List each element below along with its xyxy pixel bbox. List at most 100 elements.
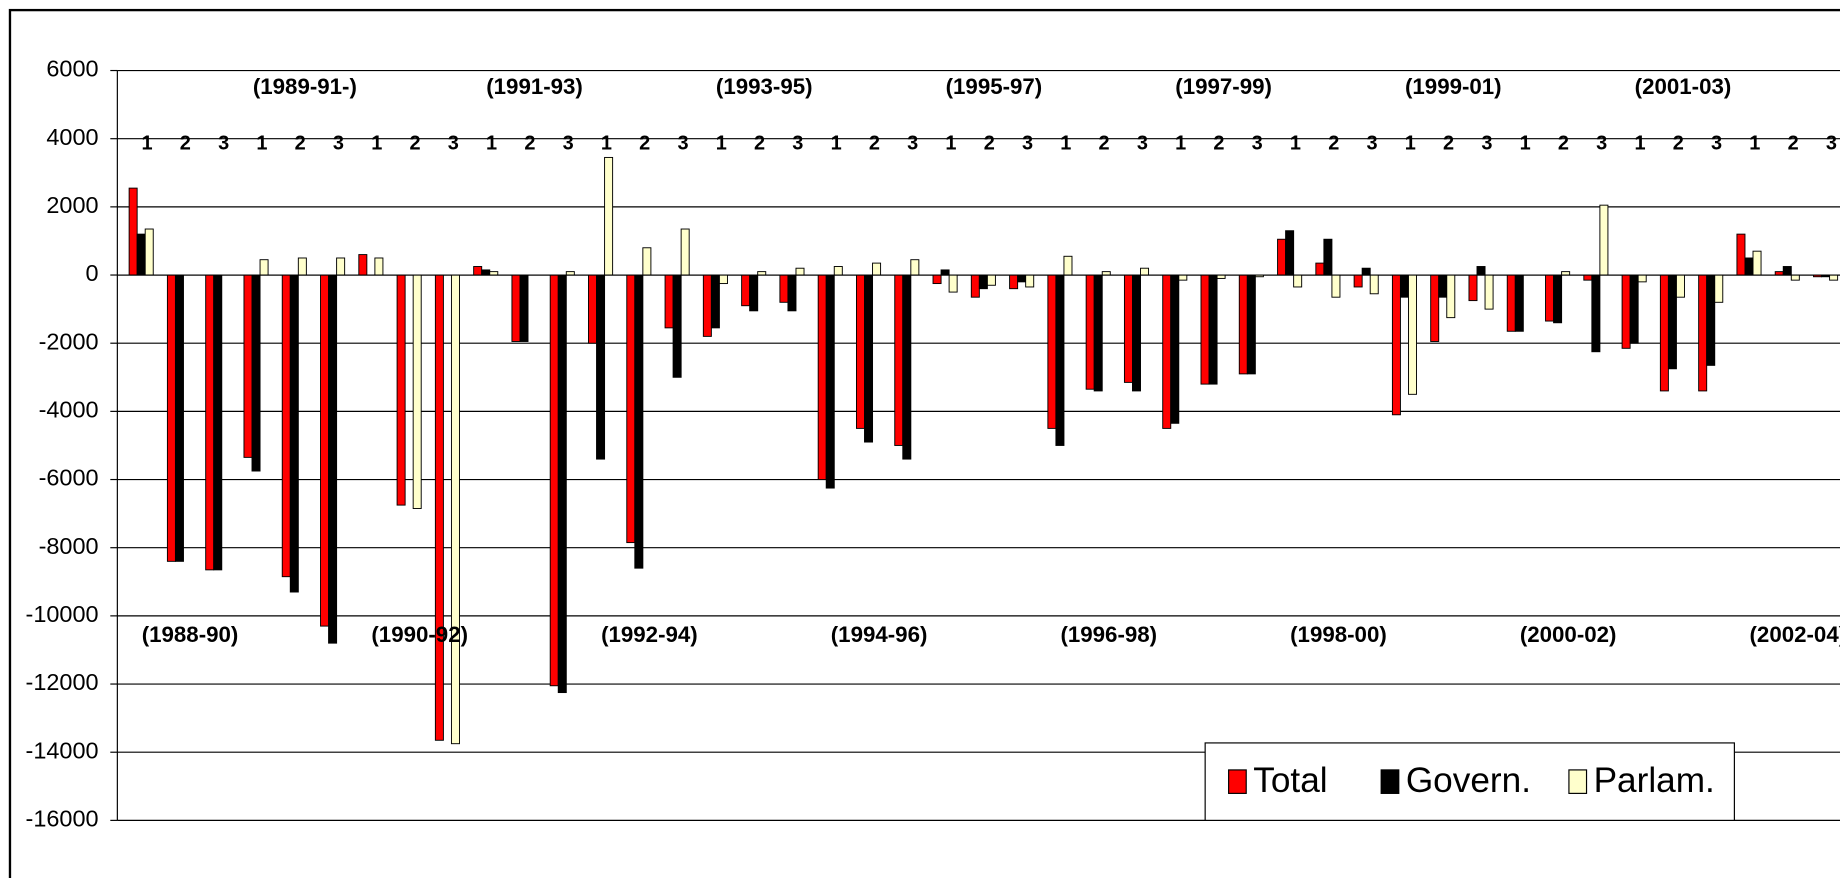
bar [549, 274, 559, 687]
legend: Total Govern. Parlam. [1204, 742, 1735, 821]
bar [902, 274, 912, 460]
period-label: (1994-96) [831, 622, 928, 647]
x-tick-label: 2 [1788, 133, 1799, 155]
y-tick-label: -8000 [39, 533, 99, 559]
bar [817, 274, 827, 481]
bar [642, 247, 652, 276]
y-tick-label: -16000 [26, 806, 99, 832]
y-tick-label: 0 [86, 260, 99, 286]
bar [1782, 266, 1792, 276]
bar [320, 274, 330, 627]
bar [1599, 204, 1609, 276]
bar [1667, 274, 1677, 370]
bar [396, 274, 406, 506]
bar [1468, 274, 1478, 302]
x-tick-label: 1 [1060, 133, 1071, 155]
bar [1369, 274, 1379, 295]
y-tick-label: 4000 [46, 124, 98, 150]
bar [374, 257, 384, 276]
bar [1132, 274, 1141, 392]
bar [1285, 230, 1295, 276]
bar [1659, 274, 1669, 392]
period-label: (1993-95) [716, 74, 813, 99]
bar [1637, 274, 1647, 283]
bar [281, 274, 291, 578]
bar [596, 274, 606, 460]
bar [779, 274, 789, 303]
period-label: (1989-91-) [253, 74, 357, 99]
x-tick-label: 3 [677, 133, 688, 155]
bar [128, 187, 138, 276]
bar [1162, 274, 1172, 429]
y-tick-label: -10000 [26, 601, 99, 627]
bar [1277, 238, 1287, 276]
x-tick-label: 3 [1137, 133, 1148, 155]
x-tick-label: 1 [1290, 133, 1301, 155]
bar [1017, 274, 1027, 283]
bar [588, 274, 598, 344]
x-tick-label: 1 [371, 133, 382, 155]
legend-label: Total [1253, 761, 1327, 800]
bar [243, 274, 253, 458]
bar [1430, 274, 1440, 342]
x-tick-label: 1 [1749, 133, 1760, 155]
bar [1063, 255, 1073, 276]
bar [205, 274, 215, 571]
bar [174, 274, 184, 562]
bar [1246, 274, 1256, 375]
bar [1047, 274, 1057, 429]
x-tick-label: 2 [869, 133, 880, 155]
bar [1706, 274, 1716, 366]
bar [1621, 274, 1631, 349]
bar [450, 274, 460, 745]
x-tick-label: 2 [1213, 133, 1224, 155]
bar [1323, 238, 1333, 276]
bar [1399, 274, 1409, 298]
bar [144, 228, 154, 276]
bar [297, 257, 307, 276]
period-label: (1995-97) [946, 74, 1043, 99]
period-label: (2002-04) [1750, 622, 1840, 647]
bar [910, 259, 920, 276]
period-label: (2000-02) [1520, 622, 1617, 647]
y-tick-label: 6000 [46, 56, 98, 82]
bar [1315, 262, 1325, 276]
bar [604, 156, 614, 276]
chart-border [8, 8, 1840, 883]
bar [940, 269, 950, 276]
bar [412, 274, 422, 509]
x-tick-label: 1 [716, 133, 727, 155]
x-tick-label: 1 [1634, 133, 1645, 155]
period-label: (1999-01) [1405, 74, 1502, 99]
x-tick-label: 2 [1099, 133, 1110, 155]
x-tick-label: 3 [1711, 133, 1722, 155]
y-tick-label: 2000 [46, 192, 98, 218]
x-tick-label: 2 [1673, 133, 1684, 155]
bar [434, 274, 444, 741]
x-tick-label: 1 [945, 133, 956, 155]
bar [1408, 274, 1417, 395]
bar [1484, 274, 1494, 310]
y-tick-label: -2000 [39, 328, 99, 354]
x-tick-label: 1 [1175, 133, 1186, 155]
bar [978, 274, 988, 290]
x-tick-label: 1 [831, 133, 842, 155]
period-label: (2001-03) [1635, 74, 1732, 99]
legend-label: Parlam. [1594, 761, 1715, 800]
bar [1446, 274, 1456, 319]
x-tick-label: 1 [1405, 133, 1416, 155]
bar [1009, 274, 1019, 290]
bar [1591, 274, 1601, 353]
bar [787, 274, 797, 312]
x-tick-label: 2 [295, 133, 306, 155]
bar [519, 274, 529, 342]
bar [1085, 274, 1095, 390]
x-tick-label: 1 [601, 133, 612, 155]
bar [664, 274, 674, 329]
bar [970, 274, 980, 298]
period-label: (1990-92) [371, 622, 468, 647]
bar [1293, 274, 1303, 288]
legend-box [1204, 742, 1735, 821]
bar [1170, 274, 1180, 424]
